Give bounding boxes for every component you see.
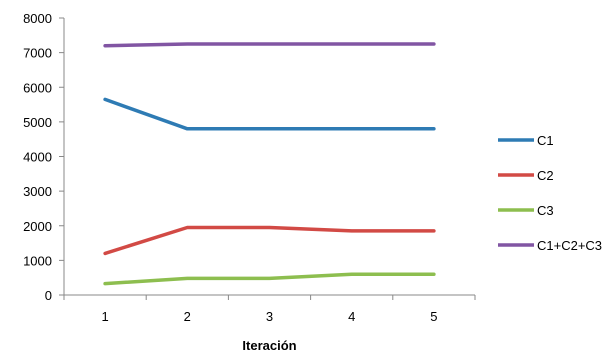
legend: C1 C2 C3 C1+C2+C3: [498, 133, 602, 253]
y-tick-label: 7000: [23, 46, 52, 61]
x-tick-label: 3: [266, 309, 273, 324]
axes: [63, 18, 475, 296]
x-tick-label: 2: [184, 309, 191, 324]
legend-label-c2: C2: [537, 168, 554, 183]
x-tick-label: 5: [430, 309, 437, 324]
series-line-c1-c2-c3: [103, 42, 436, 48]
series-line-c1: [103, 97, 436, 131]
x-tick-label: 4: [348, 309, 355, 324]
y-tick-label: 5000: [23, 115, 52, 130]
series-lines: [103, 42, 436, 286]
series-line-c2: [103, 225, 436, 256]
y-tick-label: 8000: [23, 11, 52, 26]
x-axis-ticks: 1 2 3 4 5: [63, 295, 476, 324]
legend-label-c1: C1: [537, 133, 554, 148]
y-tick-label: 0: [45, 288, 52, 303]
y-tick-label: 6000: [23, 80, 52, 95]
y-tick-label: 4000: [23, 150, 52, 165]
y-tick-label: 1000: [23, 253, 52, 268]
series-line-c3: [103, 272, 436, 286]
legend-label-c1-c2-c3: C1+C2+C3: [537, 238, 602, 253]
x-axis-title: Iteración: [242, 338, 296, 353]
y-tick-label: 2000: [23, 219, 52, 234]
legend-label-c3: C3: [537, 203, 554, 218]
y-axis-ticks: 0 1000 2000 3000 4000 5000 6000 7000 8000: [23, 11, 64, 303]
x-tick-label: 1: [101, 309, 108, 324]
y-tick-label: 3000: [23, 184, 52, 199]
